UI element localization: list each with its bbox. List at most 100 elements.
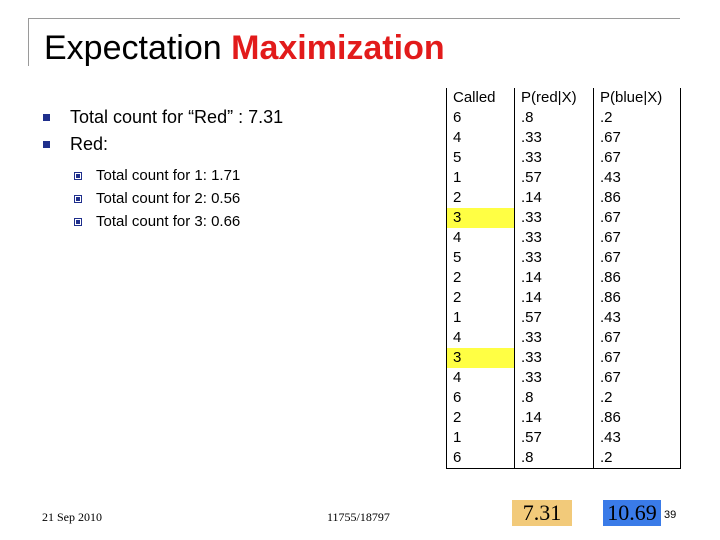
cell-p-red: .33	[514, 368, 594, 388]
cell-called: 3	[446, 208, 515, 228]
hollow-square-bullet-icon	[74, 172, 82, 180]
cell-p-red: .33	[514, 248, 594, 268]
cell-p-blue: .2	[593, 388, 681, 408]
cell-called: 2	[446, 408, 515, 428]
cell-called: 4	[446, 328, 515, 348]
cell-p-red: .33	[514, 148, 594, 168]
cell-p-red: .14	[514, 288, 594, 308]
sub-bullet-item: Total count for 2: 0.56	[72, 187, 283, 210]
slide-title: Expectation Maximization	[44, 28, 445, 68]
table-row: 5.33.67	[446, 248, 681, 268]
hollow-square-bullet-icon	[74, 218, 82, 226]
table-row: 3.33.67	[446, 348, 681, 368]
cell-p-blue: .43	[593, 428, 681, 448]
cell-called: 3	[446, 348, 515, 368]
table-row: 6.8.2	[446, 388, 681, 408]
bullet-list: Total count for “Red” : 7.31 Red: Total …	[40, 104, 283, 233]
table-row: 2.14.86	[446, 288, 681, 308]
header-called: Called	[446, 88, 515, 108]
cell-p-blue: .67	[593, 328, 681, 348]
sub-bullet-text: Total count for 3: 0.66	[96, 213, 241, 230]
cell-p-red: .33	[514, 128, 594, 148]
cell-p-red: .14	[514, 188, 594, 208]
hollow-square-bullet-icon	[74, 195, 82, 203]
cell-p-red: .14	[514, 268, 594, 288]
cell-p-blue: .86	[593, 188, 681, 208]
cell-p-blue: .43	[593, 168, 681, 188]
sub-bullet-text: Total count for 1: 1.71	[96, 167, 241, 184]
cell-p-blue: .86	[593, 288, 681, 308]
table-row: 4.33.67	[446, 228, 681, 248]
cell-called: 6	[446, 448, 515, 469]
title-emphasis: Maximization	[231, 29, 445, 67]
header-p-red: P(red|X)	[514, 88, 594, 108]
cell-p-blue: .67	[593, 228, 681, 248]
cell-p-blue: .67	[593, 248, 681, 268]
bullet-item: Red:	[40, 131, 283, 158]
sub-bullet-text: Total count for 2: 0.56	[96, 190, 241, 207]
header-p-blue: P(blue|X)	[593, 88, 681, 108]
cell-called: 4	[446, 128, 515, 148]
table-row: 6.8.2	[446, 108, 681, 128]
cell-p-blue: .2	[593, 448, 681, 469]
bullet-text: Red:	[70, 134, 109, 154]
red-total-box: 7.31	[512, 500, 572, 526]
footer-course-number: 11755/18797	[327, 510, 390, 524]
table-row: 3.33.67	[446, 208, 681, 228]
cell-called: 2	[446, 288, 515, 308]
cell-p-red: .33	[514, 348, 594, 368]
sub-bullet-list: Total count for 1: 1.71 Total count for …	[72, 164, 283, 233]
square-bullet-icon	[43, 141, 50, 148]
cell-p-red: .33	[514, 228, 594, 248]
cell-called: 1	[446, 428, 515, 448]
cell-p-blue: .86	[593, 408, 681, 428]
frame-top-rule	[28, 18, 680, 19]
table-row: 4.33.67	[446, 328, 681, 348]
square-bullet-icon	[43, 114, 50, 121]
cell-p-blue: .67	[593, 208, 681, 228]
cell-p-blue: .67	[593, 128, 681, 148]
cell-called: 5	[446, 148, 515, 168]
cell-p-red: .8	[514, 108, 594, 128]
probability-table: Called P(red|X) P(blue|X) 6.8.2 4.33.67 5.…	[446, 88, 681, 469]
bullet-text: Total count for “Red” : 7.31	[70, 107, 284, 127]
cell-called: 1	[446, 168, 515, 188]
table-row: 2.14.86	[446, 188, 681, 208]
cell-p-red: .8	[514, 388, 594, 408]
bullet-item: Total count for “Red” : 7.31	[40, 104, 283, 131]
cell-called: 6	[446, 388, 515, 408]
cell-p-blue: .43	[593, 308, 681, 328]
cell-p-red: .57	[514, 308, 594, 328]
cell-p-red: .33	[514, 328, 594, 348]
table-row: 4.33.67	[446, 128, 681, 148]
sub-bullet-item: Total count for 1: 1.71	[72, 164, 283, 187]
cell-called: 6	[446, 108, 515, 128]
cell-called: 2	[446, 188, 515, 208]
blue-total-box: 10.69	[603, 500, 661, 526]
cell-p-red: .57	[514, 428, 594, 448]
cell-called: 5	[446, 248, 515, 268]
cell-called: 4	[446, 368, 515, 388]
table-row: 1.57.43	[446, 308, 681, 328]
table-row: 2.14.86	[446, 268, 681, 288]
cell-called: 1	[446, 308, 515, 328]
cell-called: 4	[446, 228, 515, 248]
cell-p-blue: .67	[593, 368, 681, 388]
cell-called: 2	[446, 268, 515, 288]
title-plain: Expectation	[44, 29, 232, 67]
sub-bullet-item: Total count for 3: 0.66	[72, 210, 283, 233]
table-row: 2.14.86	[446, 408, 681, 428]
cell-p-blue: .86	[593, 268, 681, 288]
cell-p-red: .14	[514, 408, 594, 428]
cell-p-blue: .67	[593, 148, 681, 168]
cell-p-blue: .67	[593, 348, 681, 368]
table-row: 6.8.2	[446, 448, 681, 469]
table-header-row: Called P(red|X) P(blue|X)	[446, 88, 681, 108]
cell-p-red: .57	[514, 168, 594, 188]
page-number: 39	[664, 509, 677, 521]
table-row: 4.33.67	[446, 368, 681, 388]
cell-p-red: .8	[514, 448, 594, 469]
footer-date: 21 Sep 2010	[42, 510, 102, 524]
cell-p-blue: .2	[593, 108, 681, 128]
cell-p-red: .33	[514, 208, 594, 228]
